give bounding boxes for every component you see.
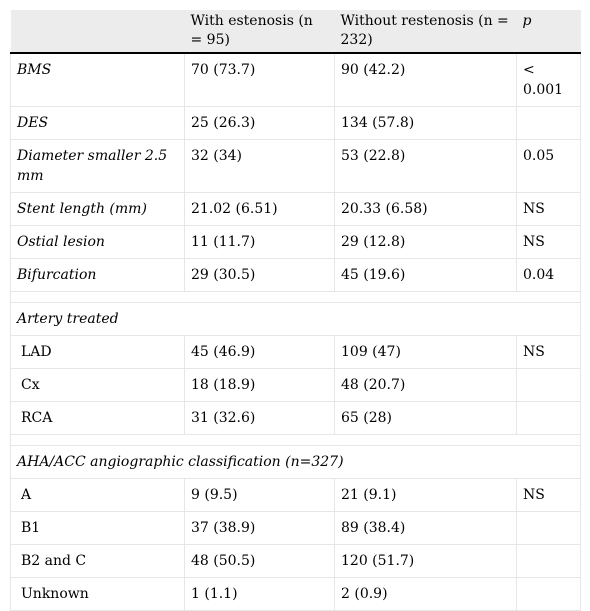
cell-with: 9 (9.5) [184,478,335,512]
table-row: Stent length (mm) 21.02 (6.51) 20.33 (6.… [10,192,581,226]
cell-with: 29 (30.5) [184,258,335,292]
table-row: B2 and C 48 (50.5) 120 (51.7) [10,544,581,578]
table-row: Unknown 1 (1.1) 2 (0.9) [10,577,581,611]
row-label: Cx [10,368,185,402]
cell-without: 134 (57.8) [334,106,517,140]
cell-without: 120 (51.7) [334,544,517,578]
header-p-value: p [516,10,581,54]
cell-with: 21.02 (6.51) [184,192,335,226]
row-label: A [10,478,185,512]
restenosis-table: With estenosis (n = 95) Without restenos… [10,10,581,611]
cell-with: 32 (34) [184,139,335,193]
row-label: Bifurcation [10,258,185,292]
row-label: Ostial lesion [10,225,185,259]
cell-with: 70 (73.7) [184,53,335,107]
cell-with: 18 (18.9) [184,368,335,402]
row-label: B1 [10,511,185,545]
row-label: BMS [10,53,185,107]
header-with-restenosis: With estenosis (n = 95) [184,10,335,54]
table-row: A 9 (9.5) 21 (9.1) NS [10,478,581,512]
cell-p: NS [516,225,581,259]
cell-with: 31 (32.6) [184,401,335,435]
cell-without: 45 (19.6) [334,258,517,292]
cell-without: 90 (42.2) [334,53,517,107]
cell-p [516,401,581,435]
header-row: With estenosis (n = 95) Without restenos… [10,10,581,54]
cell-without: 2 (0.9) [334,577,517,611]
table-row: Ostial lesion 11 (11.7) 29 (12.8) NS [10,225,581,259]
cell-without: 20.33 (6.58) [334,192,517,226]
row-label: Unknown [10,577,185,611]
cell-with: 25 (26.3) [184,106,335,140]
cell-p [516,106,581,140]
cell-with: 1 (1.1) [184,577,335,611]
row-label: RCA [10,401,185,435]
cell-without: 29 (12.8) [334,225,517,259]
cell-p [516,577,581,611]
cell-p: 0.04 [516,258,581,292]
cell-p: 0.05 [516,139,581,193]
table-row: BMS 70 (73.7) 90 (42.2) < 0.001 [10,53,581,107]
row-label: DES [10,106,185,140]
header-variable [10,10,185,54]
cell-with: 45 (46.9) [184,335,335,369]
spacer-row [10,434,581,446]
cell-p: NS [516,335,581,369]
cell-p [516,368,581,402]
cell-p [516,544,581,578]
spacer-cell [10,291,581,303]
spacer-row [10,291,581,303]
section-heading-artery: Artery treated [10,302,581,336]
cell-without: 53 (22.8) [334,139,517,193]
cell-with: 48 (50.5) [184,544,335,578]
table-row: RCA 31 (32.6) 65 (28) [10,401,581,435]
row-label: Diameter smaller 2.5 mm [10,139,185,193]
cell-without: 65 (28) [334,401,517,435]
cell-with: 11 (11.7) [184,225,335,259]
row-label: LAD [10,335,185,369]
header-without-restenosis: Without restenosis (n = 232) [334,10,517,54]
table-row: Diameter smaller 2.5 mm 32 (34) 53 (22.8… [10,139,581,193]
table-row: DES 25 (26.3) 134 (57.8) [10,106,581,140]
section-heading-aha: AHA/ACC angiographic classification (n=3… [10,445,581,479]
cell-without: 48 (20.7) [334,368,517,402]
cell-p [516,511,581,545]
row-label: B2 and C [10,544,185,578]
table-row: B1 37 (38.9) 89 (38.4) [10,511,581,545]
cell-with: 37 (38.9) [184,511,335,545]
section-row: AHA/ACC angiographic classification (n=3… [10,445,581,479]
cell-p: < 0.001 [516,53,581,107]
table-row: LAD 45 (46.9) 109 (47) NS [10,335,581,369]
cell-p: NS [516,478,581,512]
cell-without: 21 (9.1) [334,478,517,512]
spacer-cell [10,434,581,446]
cell-without: 109 (47) [334,335,517,369]
cell-without: 89 (38.4) [334,511,517,545]
cell-p: NS [516,192,581,226]
section-row: Artery treated [10,302,581,336]
table-row: Cx 18 (18.9) 48 (20.7) [10,368,581,402]
row-label: Stent length (mm) [10,192,185,226]
table-row: Bifurcation 29 (30.5) 45 (19.6) 0.04 [10,258,581,292]
